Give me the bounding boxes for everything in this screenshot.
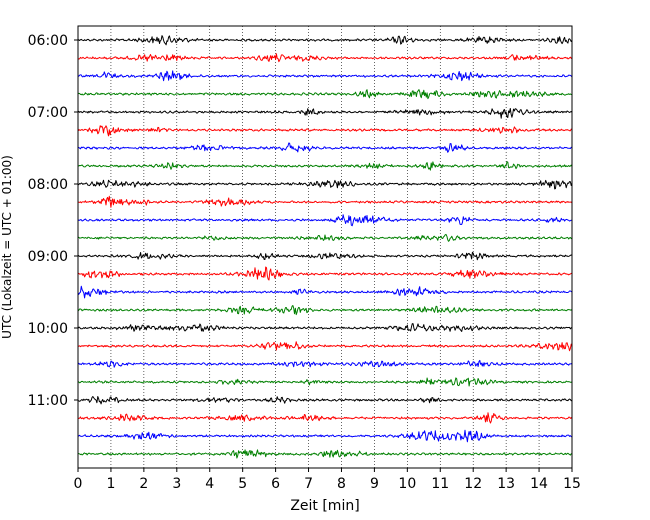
y-tick-label: 07:00 [28, 105, 68, 121]
trace-1045 [78, 377, 573, 387]
x-tick-label: 4 [205, 476, 214, 492]
trace-1000 [77, 323, 572, 332]
trace-0600 [77, 35, 573, 46]
x-tick-label: 5 [238, 476, 247, 492]
trace-0630 [77, 70, 573, 82]
trace-0900 [77, 251, 573, 261]
y-tick-label: 08:00 [28, 177, 68, 193]
x-tick-label: 2 [139, 476, 148, 492]
trace-0800 [77, 179, 573, 190]
seismic-traces [77, 35, 573, 459]
x-tick-label: 10 [398, 476, 416, 492]
trace-1115 [77, 412, 573, 424]
trace-0700 [77, 108, 573, 119]
trace-0845 [77, 233, 573, 242]
plot-frame [77, 25, 573, 469]
x-tick-label: 9 [370, 476, 379, 492]
x-tick-label: 13 [497, 476, 515, 492]
trace-0730 [77, 142, 573, 153]
trace-0830 [77, 214, 573, 227]
trace-0645 [78, 89, 573, 100]
trace-1130 [77, 429, 573, 443]
x-tick-label: 8 [337, 476, 346, 492]
x-tick-label: 11 [431, 476, 449, 492]
trace-0915 [77, 266, 573, 281]
y-tick-label: 09:00 [28, 249, 68, 265]
y-tick-label: 11:00 [28, 393, 68, 409]
trace-1015 [77, 341, 573, 352]
x-tick-label: 0 [74, 476, 83, 492]
trace-1030 [77, 359, 573, 368]
x-tick-label: 12 [464, 476, 482, 492]
trace-0945 [77, 305, 573, 316]
x-tick-label: 3 [172, 476, 181, 492]
x-axis-label: Zeit [min] [290, 498, 359, 514]
trace-0745 [77, 161, 573, 171]
x-tick-label: 7 [304, 476, 313, 492]
x-tick-label: 1 [106, 476, 115, 492]
trace-0930 [77, 285, 573, 299]
y-axis-label: UTC (Lokalzeit = UTC + 01:00) [0, 155, 14, 339]
trace-0715 [77, 125, 573, 137]
x-axis: 0 1 2 3 4 5 6 7 8 9 10 11 12 13 14 15 [74, 468, 581, 492]
y-axis: 06:00 07:00 08:00 09:00 10:00 11:00 [28, 33, 78, 409]
x-tick-label: 15 [563, 476, 581, 492]
y-tick-label: 06:00 [28, 33, 68, 49]
trace-1100 [77, 396, 573, 405]
trace-0615 [77, 53, 573, 63]
x-tick-label: 6 [271, 476, 280, 492]
x-tick-label: 14 [530, 476, 548, 492]
trace-0815 [77, 195, 573, 208]
trace-1145 [77, 449, 573, 459]
y-tick-label: 10:00 [28, 321, 68, 337]
